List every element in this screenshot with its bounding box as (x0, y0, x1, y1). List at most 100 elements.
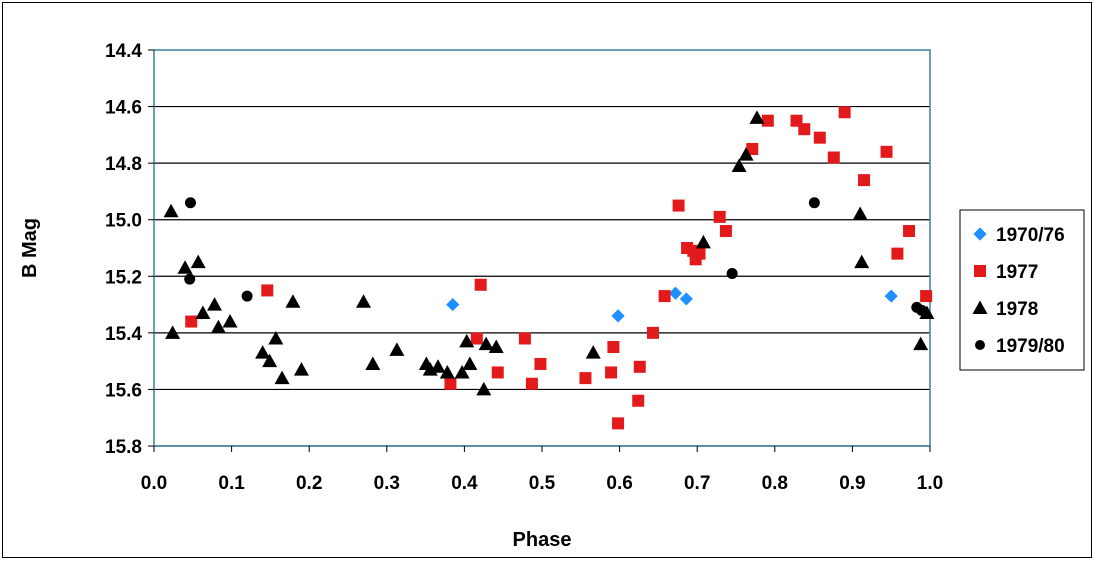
x-axis-label: Phase (513, 529, 572, 551)
data-point-1977 (632, 394, 645, 407)
y-tick-label: 15.2 (105, 267, 142, 288)
data-point-1977 (607, 341, 620, 353)
data-point-1977 (798, 123, 811, 136)
data-point-1977 (672, 199, 685, 212)
data-point-1978 (210, 319, 226, 334)
x-tick-label: 0.2 (296, 473, 322, 494)
data-point-1979-80 (726, 267, 738, 279)
data-point-1979-80 (808, 197, 820, 209)
data-point-1977 (185, 315, 198, 328)
data-point-1977 (746, 143, 759, 155)
data-point-1978 (478, 336, 494, 351)
legend-label: 1970/76 (996, 225, 1065, 246)
data-points (163, 106, 935, 430)
data-point-1978 (695, 234, 711, 249)
data-point-1979-80 (915, 304, 927, 316)
data-point-1977 (903, 225, 916, 238)
data-point-1977 (261, 284, 274, 297)
x-tick-label: 0.9 (839, 473, 865, 494)
x-tick-label: 0.4 (451, 473, 478, 494)
data-point-1978 (476, 381, 492, 396)
data-point-1977 (713, 210, 726, 223)
data-point-1978 (854, 254, 870, 269)
data-point-1978 (749, 110, 765, 124)
y-tick-label: 15.8 (105, 437, 142, 458)
legend-marker (975, 340, 985, 350)
data-point-1978 (222, 314, 238, 328)
data-point-1970-76 (679, 292, 693, 306)
legend-marker (974, 265, 986, 277)
data-point-1977 (658, 290, 671, 303)
x-tick-label: 0.3 (374, 473, 400, 494)
data-point-1977 (633, 360, 646, 373)
data-point-1977 (470, 332, 483, 345)
data-point-1978 (439, 364, 455, 379)
data-point-1977 (534, 357, 547, 370)
y-tick-label: 15.6 (105, 380, 142, 401)
data-point-1977 (605, 366, 618, 379)
legend-marker (972, 300, 988, 314)
data-point-1978 (389, 342, 405, 356)
legend: 1970/76 1977 1978 1979/80 (959, 209, 1085, 371)
y-tick-label: 14.4 (105, 41, 142, 62)
y-tick-label: 15.4 (105, 324, 142, 345)
data-point-1978 (268, 331, 284, 345)
data-point-1978 (207, 297, 223, 311)
data-point-1977 (858, 174, 871, 187)
data-point-1977 (491, 366, 504, 379)
data-point-1978 (913, 336, 929, 351)
data-point-1977 (444, 377, 457, 390)
data-point-1977 (891, 247, 904, 260)
x-tick-label: 0.5 (529, 473, 556, 494)
data-point-1970-76 (611, 309, 625, 323)
data-point-1978 (488, 339, 504, 353)
data-point-1978 (190, 254, 206, 269)
data-point-1978 (285, 294, 301, 308)
y-tick-label: 14.8 (105, 154, 142, 175)
data-point-1970-76 (668, 286, 683, 300)
data-point-1978 (585, 345, 601, 359)
data-point-1978 (356, 294, 372, 308)
gridlines (154, 105, 930, 447)
data-point-1977 (579, 372, 592, 385)
plot-area-border (153, 49, 931, 447)
data-point-1978 (462, 356, 478, 370)
y-tick-label: 14.6 (105, 98, 142, 119)
data-point-1978 (177, 260, 193, 274)
data-point-1970-76 (884, 289, 898, 303)
data-point-1978 (459, 333, 475, 348)
data-point-1977 (813, 131, 826, 144)
data-point-1978 (255, 345, 271, 359)
data-point-1978 (454, 364, 470, 379)
x-tick-label: 0.7 (684, 473, 710, 494)
data-point-1979-80 (241, 290, 253, 302)
data-point-1978 (262, 353, 278, 368)
data-point-1977 (646, 326, 659, 339)
data-point-1978 (274, 370, 290, 385)
legend-label: 1979/80 (996, 336, 1065, 357)
data-point-1970-76 (446, 297, 460, 312)
data-point-1978 (919, 305, 935, 320)
data-point-1978 (195, 305, 211, 320)
data-point-1978 (365, 356, 381, 370)
data-point-1978 (293, 362, 309, 376)
data-point-1977 (827, 151, 840, 164)
y-tick-label: 15.0 (105, 211, 142, 232)
data-point-1977 (761, 114, 774, 127)
x-tick-label: 0.0 (141, 473, 167, 494)
data-point-1977 (474, 278, 487, 291)
x-tick-label: 0.1 (218, 473, 245, 494)
data-point-1977 (525, 377, 538, 390)
data-point-1978 (165, 325, 181, 339)
data-point-1977 (838, 106, 851, 119)
data-point-1979-80 (184, 197, 196, 209)
data-point-1977 (719, 225, 732, 238)
data-point-1977 (880, 145, 893, 158)
y-axis-ticks: 14.4 14.6 14.8 15.0 15.2 15.4 15.6 15.8 (105, 41, 154, 458)
data-point-1978 (731, 158, 747, 172)
data-point-1977 (518, 332, 531, 345)
x-tick-label: 0.8 (762, 473, 788, 494)
y-axis-label: B Mag (19, 218, 41, 278)
data-point-1979-80 (184, 273, 196, 285)
